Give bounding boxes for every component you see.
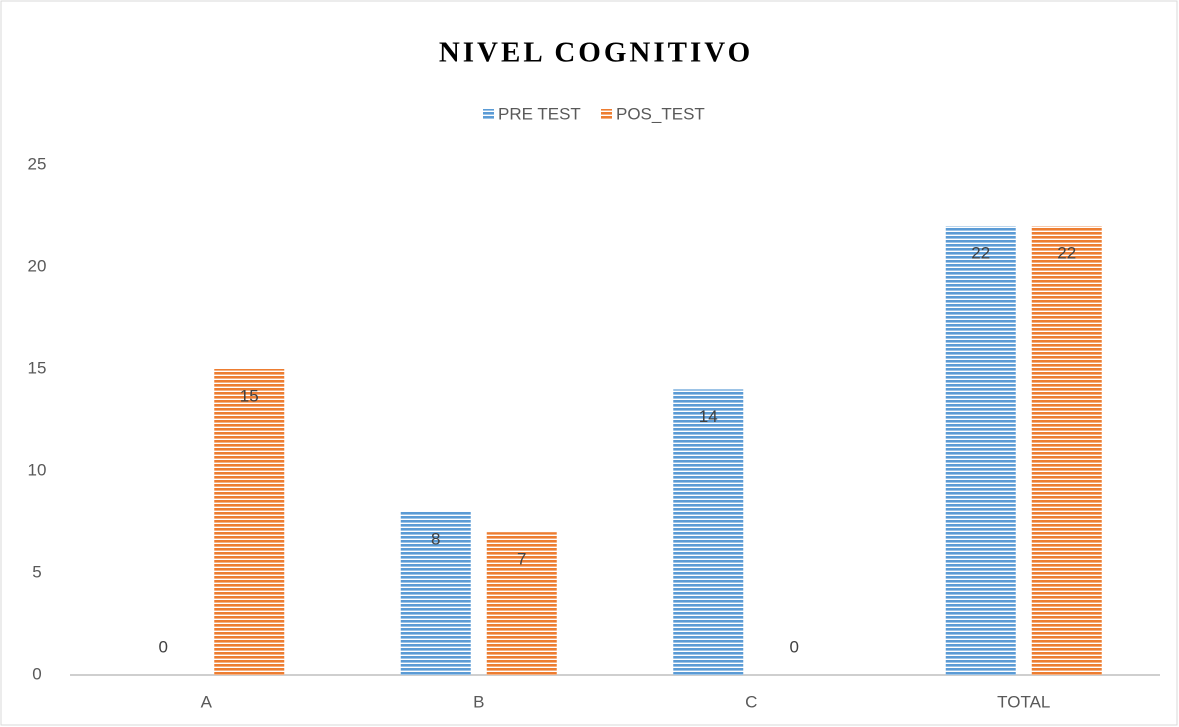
bar — [945, 226, 1016, 675]
data-label: 14 — [699, 407, 718, 426]
y-tick-label: 15 — [28, 358, 47, 377]
legend-label: PRE TEST — [498, 104, 581, 123]
legend-label: POS_TEST — [616, 104, 705, 123]
y-tick-label: 5 — [32, 562, 41, 581]
data-label: 0 — [790, 637, 799, 656]
y-tick-label: 20 — [28, 256, 47, 275]
x-tick-label: C — [745, 692, 757, 711]
x-tick-label: B — [473, 692, 484, 711]
data-label: 8 — [431, 529, 440, 548]
bar — [214, 369, 285, 675]
legend-swatch — [601, 109, 612, 120]
legend-swatch — [483, 109, 494, 120]
data-label: 15 — [240, 386, 259, 405]
data-label: 22 — [971, 244, 990, 263]
y-tick-label: 25 — [28, 154, 47, 173]
data-label: 0 — [159, 637, 168, 656]
y-tick-label: 10 — [28, 460, 47, 479]
data-label: 22 — [1057, 244, 1076, 263]
bar — [486, 532, 557, 675]
bar — [1031, 226, 1102, 675]
x-tick-label: A — [201, 692, 213, 711]
y-tick-label: 0 — [32, 664, 41, 683]
bar — [400, 511, 471, 675]
x-tick-label: TOTAL — [997, 692, 1050, 711]
bar — [673, 389, 744, 675]
data-label: 7 — [517, 550, 526, 569]
chart-title: NIVEL COGNITIVO — [439, 37, 753, 69]
